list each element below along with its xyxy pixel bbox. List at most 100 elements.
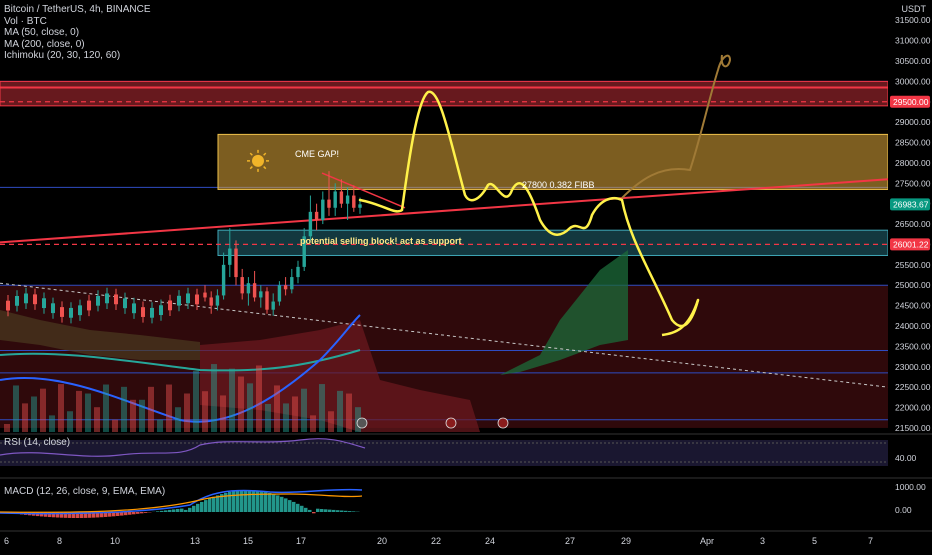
volume-bar (31, 396, 37, 432)
macd-histogram-bar (212, 497, 216, 512)
candle-body (296, 267, 299, 277)
y-tick-label: 31500.00 (895, 15, 931, 25)
volume-bar (67, 411, 73, 432)
y-tick-label: 27500.00 (895, 178, 931, 188)
y-tick-label: 28000.00 (895, 158, 931, 168)
macd-label[interactable]: MACD (12, 26, close, 9, EMA, EMA) (4, 486, 165, 497)
macd-histogram-bar (276, 495, 280, 512)
macd-histogram-bar (324, 509, 328, 512)
macd-histogram-bar (60, 512, 64, 518)
price-label: 26001.22 (893, 239, 929, 249)
macd-histogram-bar (304, 508, 308, 512)
macd-histogram-bar (236, 491, 240, 512)
candle-body (51, 303, 55, 313)
candle-body (265, 291, 268, 309)
y-tick-label: 23000.00 (895, 362, 931, 372)
candle-body (87, 301, 91, 311)
indicator-ichimoku[interactable]: Ichimoku (20, 30, 120, 60) (4, 50, 151, 62)
candle-body (159, 305, 163, 315)
y-tick-label: 26500.00 (895, 219, 931, 229)
candle-body (234, 249, 237, 278)
volume-bar (283, 403, 289, 432)
y-tick-label: 28500.00 (895, 138, 931, 148)
fibb-label: 27800 0.382 FIBB (522, 180, 595, 190)
x-tick-label: 13 (190, 536, 200, 546)
x-tick-label: 17 (296, 536, 306, 546)
macd-histogram-bar (188, 508, 192, 512)
y-tick-label: 23500.00 (895, 341, 931, 351)
price-label: 29500.00 (893, 97, 929, 107)
macd-histogram-bar (264, 492, 268, 512)
candle-body (105, 293, 109, 303)
x-tick-label: 24 (485, 536, 495, 546)
x-tick-label: 6 (4, 536, 9, 546)
candle-body (69, 308, 73, 318)
x-tick-label: 15 (243, 536, 253, 546)
x-tick-label: 10 (110, 536, 120, 546)
volume-bar (76, 391, 82, 432)
macd-histogram-bar (176, 509, 180, 512)
candle-body (186, 293, 190, 303)
indicator-ma-50[interactable]: MA (50, close, 0) (4, 27, 151, 39)
volume-bar (292, 396, 298, 432)
y-tick-label: 22500.00 (895, 382, 931, 392)
volume-bar (337, 391, 343, 432)
candle-body (15, 296, 19, 306)
volume-bar (274, 385, 280, 432)
candle-body (346, 196, 349, 204)
candle-body (114, 294, 118, 304)
macd-histogram-bar (200, 502, 204, 512)
macd-histogram-bar (292, 502, 296, 512)
macd-histogram-bar (228, 492, 232, 512)
y-tick-label: 30500.00 (895, 56, 931, 66)
x-tick-label: 7 (868, 536, 873, 546)
macd-histogram-bar (348, 511, 352, 512)
candle-body (33, 294, 37, 304)
macd-histogram-bar (320, 509, 324, 512)
candle-body (290, 277, 293, 289)
volume-bar (256, 365, 262, 432)
y-tick-label: 30000.00 (895, 76, 931, 86)
macd-histogram-bar (164, 510, 168, 512)
volume-bar (211, 364, 217, 432)
macd-histogram-bar (56, 512, 60, 518)
candle-body (358, 204, 361, 207)
volume-bar (49, 415, 55, 432)
macd-tick-label: 1000.00 (895, 482, 926, 492)
macd-histogram-bar (340, 511, 344, 513)
volume-bar (346, 394, 352, 432)
macd-histogram-bar (196, 504, 200, 512)
indicator-volume[interactable]: Vol · BTC (4, 16, 151, 28)
x-tick-label: 20 (377, 536, 387, 546)
candle-body (132, 303, 136, 313)
sun-icon-core (252, 155, 264, 167)
rsi-label[interactable]: RSI (14, close) (4, 437, 70, 448)
rsi-tick-label: 40.00 (895, 453, 917, 463)
y-tick-label: 29000.00 (895, 117, 931, 127)
volume-bar (13, 385, 19, 432)
candle-body (141, 307, 145, 317)
volume-bar (247, 383, 253, 432)
macd-histogram-bar (168, 510, 172, 512)
macd-histogram-bar (240, 490, 244, 512)
candle-body (216, 295, 219, 305)
volume-bar (175, 407, 181, 432)
macd-histogram-bar (180, 509, 184, 512)
volume-bar (148, 387, 154, 432)
volume-bar (40, 389, 46, 432)
candle-body (247, 283, 250, 293)
volume-bar (220, 395, 226, 432)
indicator-ma-200[interactable]: MA (200, close, 0) (4, 39, 151, 51)
y-tick-label: 25000.00 (895, 280, 931, 290)
x-tick-label: 3 (760, 536, 765, 546)
x-tick-label: Apr (700, 536, 714, 546)
macd-histogram-bar (172, 509, 176, 512)
candle-body (321, 200, 324, 220)
event-marker-icon (446, 418, 456, 428)
candle-body (315, 212, 318, 220)
macd-histogram-bar (140, 512, 144, 513)
volume-bar (139, 400, 145, 432)
macd-histogram-bar (156, 511, 160, 512)
